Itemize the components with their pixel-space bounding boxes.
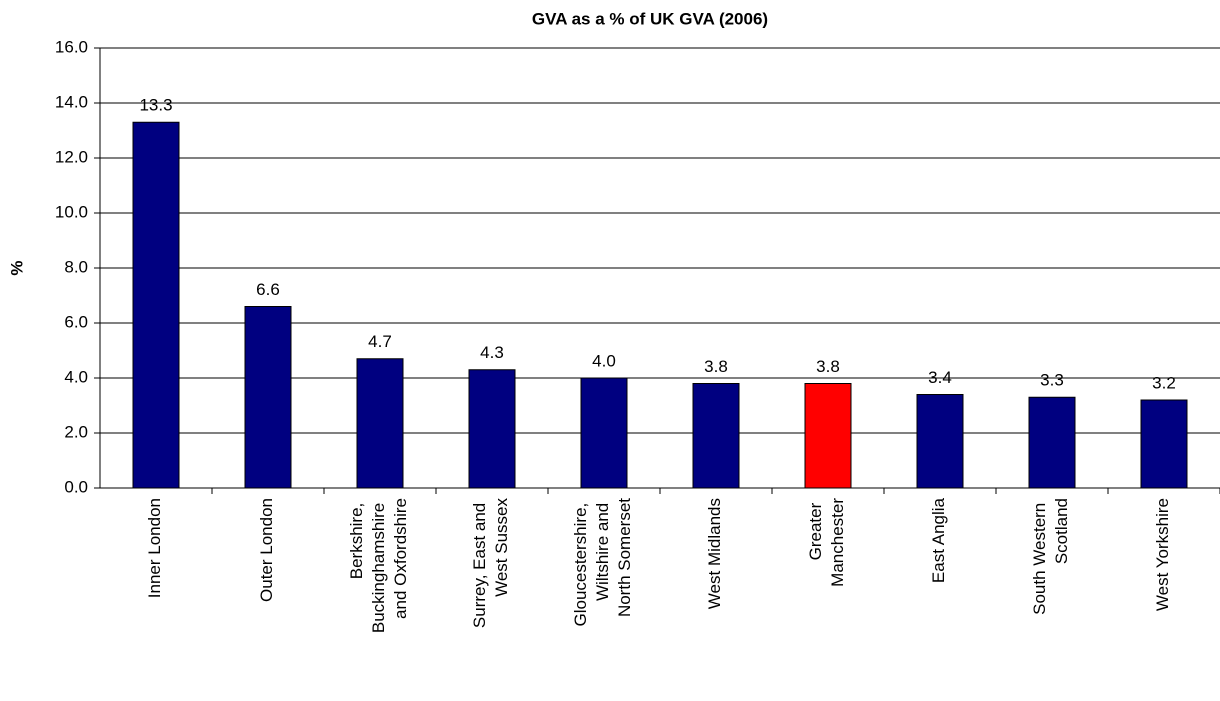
y-axis-label: %	[7, 260, 26, 275]
value-label: 4.7	[368, 332, 392, 351]
value-label: 3.3	[1040, 371, 1064, 390]
x-tick-label: Gloucestershire, Wiltshire and North Som…	[571, 498, 634, 627]
bar	[916, 394, 964, 489]
value-label: 3.2	[1152, 373, 1176, 392]
chart-title: GVA as a % of UK GVA (2006)	[532, 9, 768, 28]
y-tick-label: 12.0	[55, 147, 88, 166]
bar	[804, 383, 852, 489]
y-tick-label: 8.0	[64, 257, 88, 276]
x-tick-label: South Western Scotland	[1030, 498, 1071, 615]
x-tick-label: Outer London	[257, 498, 276, 602]
x-tick-label: Inner London	[145, 498, 164, 598]
y-tick-label: 4.0	[64, 367, 88, 386]
x-tick-label: Berkshire, Buckinghamshire and Oxfordshi…	[347, 498, 410, 633]
bar	[356, 358, 404, 489]
value-label: 13.3	[139, 96, 172, 115]
x-tick-label: East Anglia	[929, 497, 948, 583]
value-label: 3.4	[928, 368, 952, 387]
bar	[1140, 399, 1188, 489]
x-tick-label: West Midlands	[705, 498, 724, 609]
value-label: 6.6	[256, 280, 280, 299]
y-tick-label: 0.0	[64, 477, 88, 496]
bar	[132, 121, 180, 489]
bar	[692, 383, 740, 489]
value-label: 3.8	[704, 357, 728, 376]
value-label: 3.8	[816, 357, 840, 376]
y-tick-label: 16.0	[55, 37, 88, 56]
x-tick-label: West Yorkshire	[1153, 498, 1172, 611]
y-tick-label: 14.0	[55, 92, 88, 111]
x-tick-label: Greater Manchester	[806, 498, 847, 587]
bar	[468, 369, 516, 489]
bar	[244, 306, 292, 489]
x-tick-label: Surrey, East and West Sussex	[470, 498, 511, 629]
bar	[580, 377, 628, 489]
bar	[1028, 396, 1076, 489]
y-tick-label: 6.0	[64, 312, 88, 331]
value-label: 4.0	[592, 351, 616, 370]
value-label: 4.3	[480, 343, 504, 362]
y-tick-label: 10.0	[55, 202, 88, 221]
y-tick-label: 2.0	[64, 422, 88, 441]
